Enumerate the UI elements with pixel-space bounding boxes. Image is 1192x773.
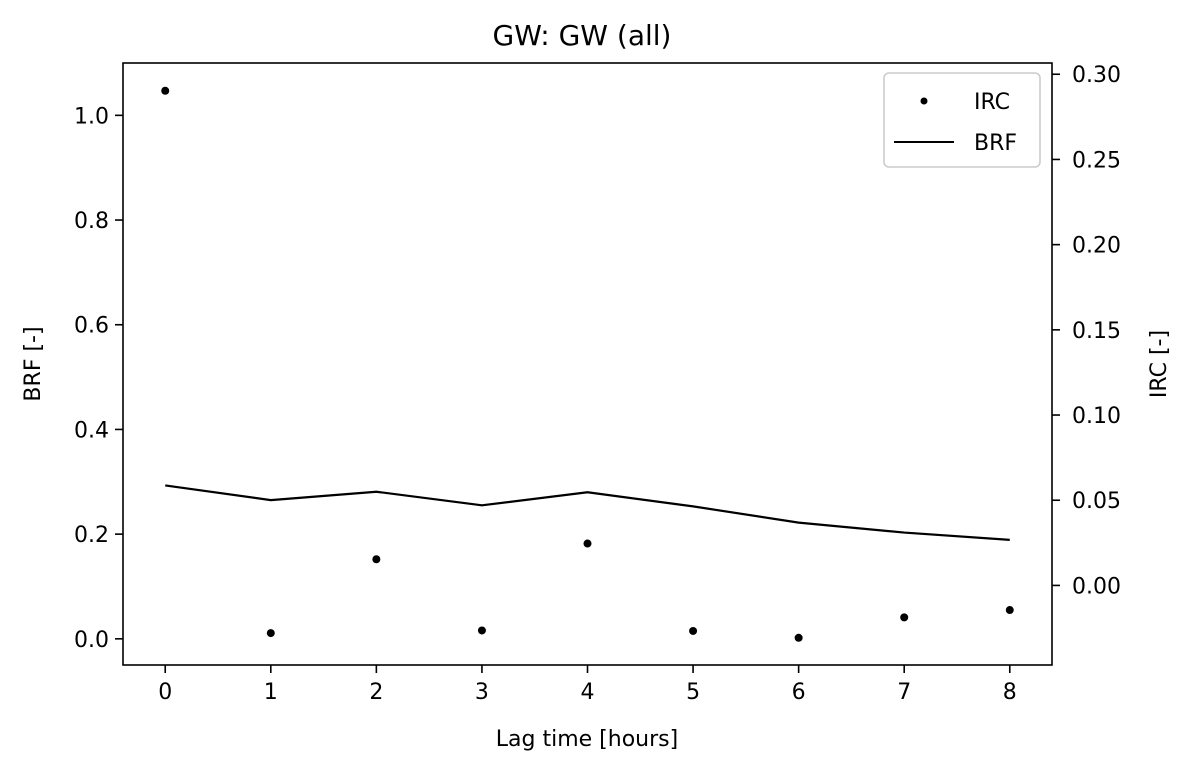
y-tick-label: 0.6 [74, 314, 109, 339]
x-tick-label: 2 [369, 680, 383, 705]
chart-title: GW: GW (all) [493, 19, 672, 52]
legend: IRC BRF [883, 72, 1041, 168]
axes-layer: 0 1 2 3 4 5 6 7 8 0.0 0.2 0.4 0.6 0.8 1.0 0.00 0.05 0.10 0… [74, 63, 1121, 705]
data-point-irc [1005, 606, 1014, 615]
x-tick-label: 8 [1003, 680, 1017, 705]
y-tick-label: 0.2 [74, 523, 109, 548]
y2-tick-label: 0.25 [1072, 148, 1121, 173]
data-point-irc [583, 539, 592, 548]
y2-tick-label: 0.30 [1072, 63, 1121, 88]
y2-tick-label: 0.15 [1072, 319, 1121, 344]
data-point-irc [372, 555, 381, 564]
y-tick-label: 1.0 [74, 104, 109, 129]
y2-tick-label: 0.00 [1072, 574, 1121, 599]
legend-box [883, 72, 1041, 168]
x-tick-label: 3 [475, 680, 489, 705]
x-tick-label: 6 [792, 680, 806, 705]
y2-tick-label: 0.05 [1072, 489, 1121, 514]
data-point-irc [689, 626, 698, 635]
series-line-brf [165, 484, 1010, 541]
plot-frame [122, 62, 1053, 666]
x-axis-label: Lag time [hours] [496, 727, 678, 752]
data-point-irc [477, 626, 486, 635]
data-point-irc [794, 633, 803, 642]
legend-marker-irc [920, 97, 928, 105]
y-tick-label: 0.4 [74, 418, 109, 443]
x-tick-label: 1 [264, 680, 278, 705]
x-tick-label: 0 [158, 680, 172, 705]
y2-tick-label: 0.20 [1072, 234, 1121, 259]
data-point-irc [161, 86, 170, 95]
legend-label-brf: BRF [974, 131, 1017, 156]
y-axis-label: BRF [-] [21, 326, 46, 401]
y2-tick-label: 0.10 [1072, 404, 1121, 429]
data-point-irc [266, 629, 275, 638]
data-point-irc [900, 613, 909, 622]
x-tick-label: 5 [686, 680, 700, 705]
x-tick-label: 7 [897, 680, 911, 705]
x-tick-label: 4 [581, 680, 595, 705]
series-layer [161, 86, 1014, 642]
y-tick-label: 0.0 [74, 628, 109, 653]
y-tick-label: 0.8 [74, 209, 109, 234]
legend-label-irc: IRC [974, 90, 1010, 115]
y2-axis-label: IRC [-] [1147, 330, 1172, 398]
